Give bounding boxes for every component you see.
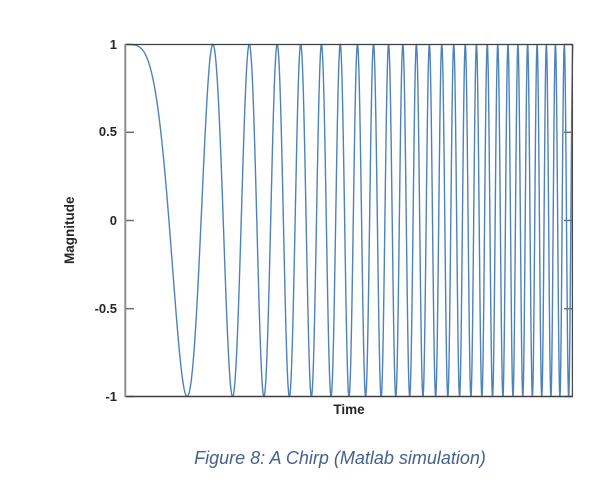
x-axis-label: Time: [333, 402, 365, 417]
y-tick-label--1: -1: [105, 388, 117, 404]
y-axis-ticks-left: [126, 43, 134, 398]
y-tick-label-0_5: 0.5: [98, 124, 117, 140]
y-tick-label-1: 1: [109, 36, 117, 52]
y-tick-label--0_5: -0.5: [94, 300, 117, 316]
y-tick-label-0: 0: [109, 212, 117, 228]
chirp-waveform: [124, 43, 574, 398]
chirp-chart: [124, 43, 574, 398]
figure-caption: Figure 8: A Chirp (Matlab simulation): [194, 448, 486, 468]
axis-box: [124, 43, 574, 398]
y-axis-label: Magnitude: [62, 196, 77, 265]
